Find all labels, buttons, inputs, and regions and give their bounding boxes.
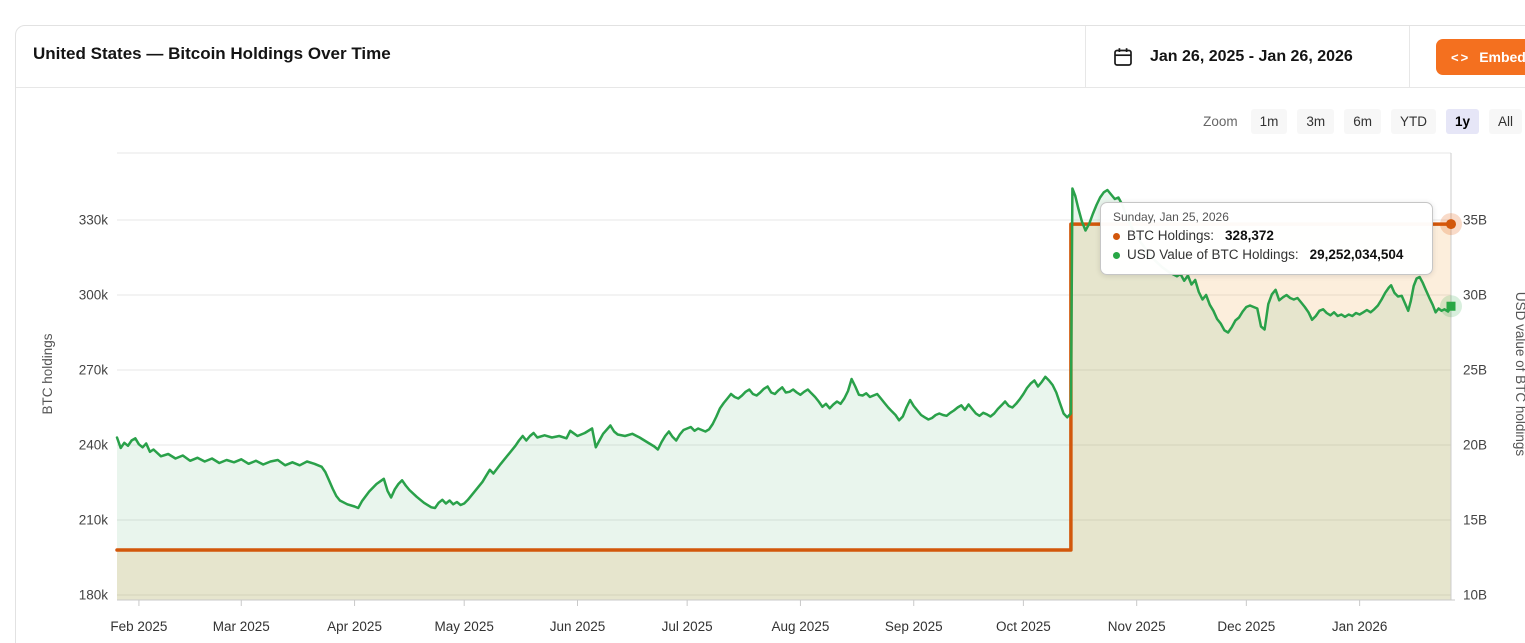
x-tick-label: May 2025 [435, 619, 494, 634]
y-left-tick-label: 180k [79, 588, 109, 603]
x-tick-label: Mar 2025 [213, 619, 270, 634]
y-right-tick-label: 30B [1463, 288, 1487, 303]
y-left-tick-label: 300k [79, 288, 109, 303]
range-button-1m[interactable]: 1m [1250, 109, 1288, 134]
tooltip-date: Sunday, Jan 25, 2026 [1113, 210, 1229, 224]
range-button-3m[interactable]: 3m [1297, 109, 1335, 134]
yaxis-right-title: USD value of BTC holdings [1513, 292, 1525, 457]
x-tick-label: Aug 2025 [772, 619, 830, 634]
date-range-picker[interactable]: Jan 26, 2025 - Jan 26, 2026 [1112, 38, 1353, 76]
code-icon: <> [1451, 49, 1471, 65]
btc-series-bullet-icon [1113, 232, 1120, 240]
y-left-tick-label: 240k [79, 438, 109, 453]
x-tick-label: Nov 2025 [1108, 619, 1166, 634]
x-tick-label: Jul 2025 [662, 619, 713, 634]
y-right-tick-label: 35B [1463, 213, 1487, 228]
embed-button[interactable]: <> Embed [1436, 39, 1525, 75]
range-button-1y[interactable]: 1y [1445, 109, 1479, 134]
date-range-label: Jan 26, 2025 - Jan 26, 2026 [1150, 48, 1353, 65]
y-right-tick-label: 20B [1463, 438, 1487, 453]
embed-button-label: Embed [1479, 49, 1525, 65]
zoom-controls: Zoom 1m 3m 6m YTD 1y All [1203, 109, 1522, 134]
usd-series-bullet-icon [1113, 251, 1120, 259]
header-divider-2 [1409, 26, 1410, 87]
x-tick-label: Oct 2025 [996, 619, 1051, 634]
btc-holdings-area [117, 224, 1451, 600]
x-tick-label: Jun 2025 [550, 619, 606, 634]
range-button-ytd[interactable]: YTD [1390, 109, 1436, 134]
page-title: United States — Bitcoin Holdings Over Ti… [33, 44, 391, 63]
yaxis-left-title: BTC holdings [40, 333, 55, 414]
tooltip-btc-value: 328,372 [1225, 228, 1274, 243]
usd-value-of-btc-holdings-line [115, 187, 1453, 510]
x-tick-label: Apr 2025 [327, 619, 382, 634]
y-left-tick-label: 330k [79, 213, 109, 228]
tooltip-row-usd: USD Value of BTC Holdings: 29,252,034,50… [1113, 246, 1420, 265]
zoom-label: Zoom [1203, 114, 1238, 129]
y-left-tick-label: 210k [79, 513, 109, 528]
calendar-icon [1112, 46, 1134, 68]
range-button-all[interactable]: All [1488, 109, 1522, 134]
range-button-6m[interactable]: 6m [1344, 109, 1381, 134]
x-tick-label: Dec 2025 [1217, 619, 1275, 634]
header-bottom-border [16, 87, 1525, 88]
y-right-tick-label: 15B [1463, 513, 1487, 528]
tooltip-usd-label: USD Value of BTC Holdings: [1127, 246, 1299, 262]
x-tick-label: Feb 2025 [110, 619, 167, 634]
chart-tooltip: Sunday, Jan 25, 2026 BTC Holdings: 328,3… [1100, 202, 1433, 275]
header-divider [1085, 26, 1086, 87]
usd-value-of-btc-holdings-area [117, 188, 1451, 600]
tooltip-usd-value: 29,252,034,504 [1309, 246, 1404, 262]
usd-end-marker[interactable] [1446, 301, 1456, 311]
x-tick-label: Jan 2026 [1332, 619, 1388, 634]
y-right-tick-label: 25B [1463, 363, 1487, 378]
btc-end-marker[interactable] [1446, 219, 1456, 230]
tooltip-row-btc: BTC Holdings: 328,372 [1113, 227, 1420, 246]
y-left-tick-label: 270k [79, 363, 109, 378]
tooltip-btc-label: BTC Holdings: [1127, 228, 1215, 243]
x-tick-label: Sep 2025 [885, 619, 943, 634]
y-right-tick-label: 10B [1463, 588, 1487, 603]
